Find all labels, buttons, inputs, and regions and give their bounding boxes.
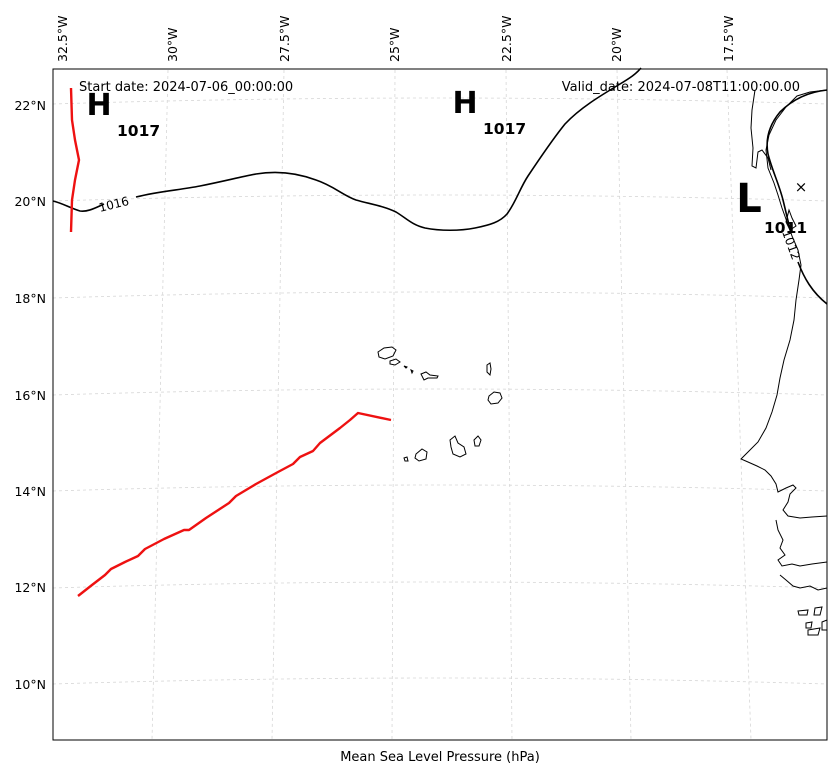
lon-label-25w: 25°W: [387, 27, 402, 62]
island-santo-antao: [377, 346, 397, 360]
map-caption: Mean Sea Level Pressure (hPa): [340, 750, 540, 765]
lon-label-17-5w: 17.5°W: [721, 16, 736, 62]
isobar-1012: [766, 89, 828, 305]
high-symbol-central: H: [452, 86, 477, 121]
island-brava: [403, 456, 409, 462]
lat-label-14n: 14°N: [14, 484, 46, 499]
parallel-10n: [52, 677, 828, 685]
island-sao-nicolau: [410, 369, 414, 375]
lon-label-20w: 20°W: [609, 27, 624, 62]
isobar-1016: [52, 67, 642, 232]
parallel-22n: [52, 97, 828, 105]
island-sao-nicolau-main: [420, 371, 439, 381]
meridian-25w: [391, 69, 396, 741]
map-frame: [52, 68, 828, 741]
lat-label-22n: 22°N: [14, 98, 46, 113]
parallel-18n: [52, 291, 828, 299]
cape-verde-islands: [377, 346, 503, 462]
pressure-center-high-central: H 1017: [452, 86, 526, 138]
lat-label-18n: 18°N: [14, 291, 46, 306]
lon-label-32-5w: 32.5°W: [55, 16, 70, 62]
high-symbol-west: H: [86, 88, 111, 123]
valid-date-label: Valid_date: 2024-07-08T11:00:00.00: [562, 80, 800, 95]
latitude-labels: 22°N 20°N 18°N 16°N 14°N 12°N 10°N: [14, 98, 46, 692]
africa-coastline: [740, 89, 828, 636]
meridian-30w: [151, 69, 169, 741]
cap-blanc-peninsula: [750, 89, 772, 171]
longitude-labels: 32.5°W 30°W 27.5°W 25°W 22.5°W 20°W 17.5…: [55, 16, 736, 62]
island-boa-vista: [487, 391, 503, 405]
island-sal: [486, 362, 492, 377]
guinea-bissau-coast: [779, 574, 828, 591]
island-fogo: [414, 448, 428, 462]
low-value: 1011: [764, 219, 807, 237]
island-santa-luzia: [403, 365, 408, 369]
pressure-center-high-west: H 1017: [86, 88, 160, 140]
track-segment-south: [77, 411, 392, 597]
lon-label-22-5w: 22.5°W: [499, 16, 514, 62]
meridian-17-5w: [726, 69, 752, 741]
parallel-12n: [52, 581, 828, 589]
low-symbol: L: [736, 176, 762, 222]
parallel-16n: [52, 388, 828, 396]
meridian-20w: [616, 69, 632, 741]
lon-label-27-5w: 27.5°W: [277, 16, 292, 62]
pressure-center-low: L 1011: [736, 176, 807, 237]
high-value-central: 1017: [483, 120, 526, 138]
lat-label-12n: 12°N: [14, 580, 46, 595]
isobars: [52, 67, 828, 305]
contour-label-1016: 1016: [97, 194, 130, 215]
lat-label-10n: 10°N: [14, 677, 46, 692]
graticule: [52, 69, 828, 741]
river-inlet: [785, 208, 797, 231]
meridian-22-5w: [505, 69, 513, 741]
western-sahara-mauritania-coast: [740, 89, 828, 519]
senegal-gambia-coast: [775, 519, 828, 567]
parallel-20n: [52, 194, 828, 202]
island-sao-vicente: [389, 358, 401, 366]
lat-label-20n: 20°N: [14, 194, 46, 209]
storm-track: [69, 87, 392, 597]
lat-label-16n: 16°N: [14, 388, 46, 403]
parallel-14n: [52, 484, 828, 492]
track-segment-north: [69, 87, 81, 233]
high-value-west: 1017: [117, 122, 160, 140]
lon-label-30w: 30°W: [165, 27, 180, 62]
island-santiago: [449, 435, 467, 458]
meridian-27-5w: [271, 69, 285, 741]
bijagos-islands: [797, 606, 828, 636]
island-maio: [473, 435, 482, 447]
start-date-label: Start date: 2024-07-06_00:00:00: [79, 80, 293, 95]
low-center-marker: ×: [795, 178, 808, 196]
